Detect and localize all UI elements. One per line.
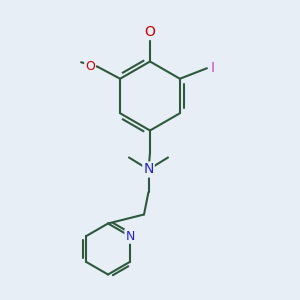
Text: I: I [210,61,214,75]
Text: O: O [85,60,95,73]
Text: N: N [125,230,135,243]
Text: O: O [145,25,155,39]
Text: N: N [143,163,154,176]
